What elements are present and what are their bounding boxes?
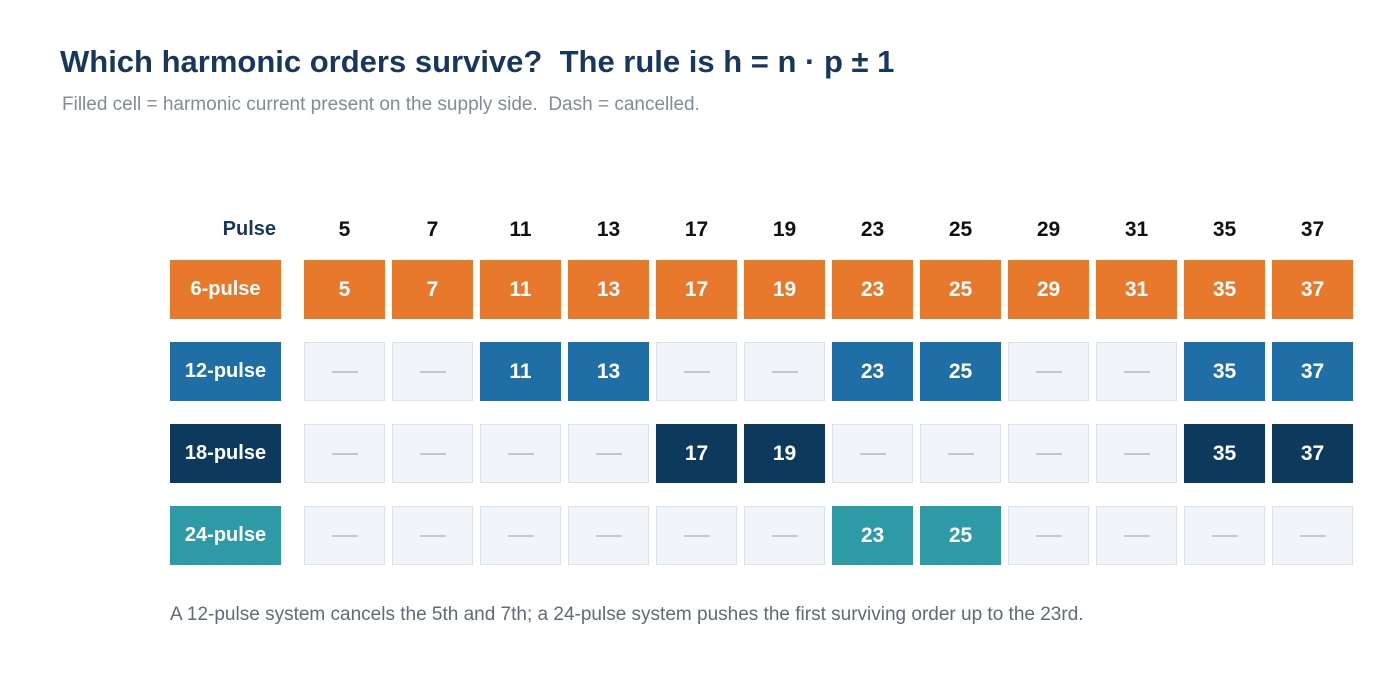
cell-cancelled — [568, 506, 649, 565]
row-label-24-pulse: 24-pulse — [170, 506, 281, 565]
cell-cancelled — [656, 506, 737, 565]
dash-mark — [419, 452, 446, 455]
dash-mark — [683, 370, 710, 373]
column-header-31: 31 — [1124, 218, 1149, 241]
row-label-18-pulse: 18-pulse — [170, 424, 281, 483]
cell-cancelled — [1272, 506, 1353, 565]
column-header-17: 17 — [684, 218, 709, 241]
cell-present: 29 — [1008, 260, 1089, 319]
cell-present: 19 — [744, 260, 825, 319]
cell-present: 7 — [392, 260, 473, 319]
cell-cancelled — [1008, 424, 1089, 483]
column-header-13: 13 — [596, 218, 621, 241]
cell-cancelled — [832, 424, 913, 483]
chart-subtitle: Filled cell = harmonic current present o… — [62, 94, 700, 115]
row-label-6-pulse: 6-pulse — [170, 260, 281, 319]
cell-cancelled — [392, 506, 473, 565]
column-header-11: 11 — [509, 218, 532, 241]
cell-present: 17 — [656, 260, 737, 319]
cell-present: 35 — [1184, 342, 1265, 401]
cell-cancelled — [1184, 506, 1265, 565]
dash-mark — [1211, 534, 1238, 537]
cell-cancelled — [744, 506, 825, 565]
dash-mark — [331, 452, 358, 455]
dash-mark — [683, 534, 710, 537]
cell-cancelled — [480, 424, 561, 483]
row-label-12-pulse: 12-pulse — [170, 342, 281, 401]
footnote: A 12-pulse system cancels the 5th and 7t… — [170, 604, 1084, 625]
cell-present: 37 — [1272, 424, 1353, 483]
cell-present: 23 — [832, 506, 913, 565]
cell-present: 25 — [920, 506, 1001, 565]
cell-present: 11 — [480, 260, 561, 319]
dash-mark — [1123, 534, 1150, 537]
cell-cancelled — [656, 342, 737, 401]
cell-cancelled — [392, 424, 473, 483]
cell-present: 35 — [1184, 424, 1265, 483]
cell-present: 23 — [832, 260, 913, 319]
cell-cancelled — [744, 342, 825, 401]
dash-mark — [859, 452, 886, 455]
cell-cancelled — [1096, 506, 1177, 565]
cell-cancelled — [304, 506, 385, 565]
cell-cancelled — [1008, 342, 1089, 401]
cell-present: 23 — [832, 342, 913, 401]
cell-present: 35 — [1184, 260, 1265, 319]
dash-mark — [1299, 534, 1326, 537]
dash-mark — [947, 452, 974, 455]
cell-present: 25 — [920, 260, 1001, 319]
dash-mark — [1035, 534, 1062, 537]
dash-mark — [771, 370, 798, 373]
cell-cancelled — [568, 424, 649, 483]
column-header-35: 35 — [1212, 218, 1237, 241]
cell-present: 13 — [568, 260, 649, 319]
cell-cancelled — [304, 342, 385, 401]
row-header-label: Pulse — [222, 218, 276, 240]
cell-cancelled — [920, 424, 1001, 483]
cell-present: 17 — [656, 424, 737, 483]
dash-mark — [595, 534, 622, 537]
dash-mark — [507, 452, 534, 455]
cell-present: 37 — [1272, 342, 1353, 401]
cell-present: 25 — [920, 342, 1001, 401]
column-header-23: 23 — [860, 218, 885, 241]
dash-mark — [331, 534, 358, 537]
column-header-37: 37 — [1300, 218, 1325, 241]
dash-mark — [595, 452, 622, 455]
column-header-19: 19 — [772, 218, 797, 241]
cell-present: 31 — [1096, 260, 1177, 319]
dash-mark — [507, 534, 534, 537]
dash-mark — [1123, 452, 1150, 455]
column-header-7: 7 — [426, 218, 439, 241]
cell-cancelled — [480, 506, 561, 565]
cell-cancelled — [1008, 506, 1089, 565]
dash-mark — [1035, 370, 1062, 373]
column-header-25: 25 — [948, 218, 973, 241]
cell-cancelled — [392, 342, 473, 401]
cell-present: 5 — [304, 260, 385, 319]
column-header-5: 5 — [338, 218, 351, 241]
cell-present: 11 — [480, 342, 561, 401]
cell-present: 19 — [744, 424, 825, 483]
dash-mark — [419, 370, 446, 373]
cell-cancelled — [1096, 342, 1177, 401]
cell-cancelled — [1096, 424, 1177, 483]
dash-mark — [419, 534, 446, 537]
dash-mark — [1123, 370, 1150, 373]
chart-title: Which harmonic orders survive? The rule … — [60, 44, 895, 79]
column-header-29: 29 — [1036, 218, 1061, 241]
cell-present: 13 — [568, 342, 649, 401]
dash-mark — [1035, 452, 1062, 455]
cell-present: 37 — [1272, 260, 1353, 319]
dash-mark — [331, 370, 358, 373]
cell-cancelled — [304, 424, 385, 483]
dash-mark — [771, 534, 798, 537]
